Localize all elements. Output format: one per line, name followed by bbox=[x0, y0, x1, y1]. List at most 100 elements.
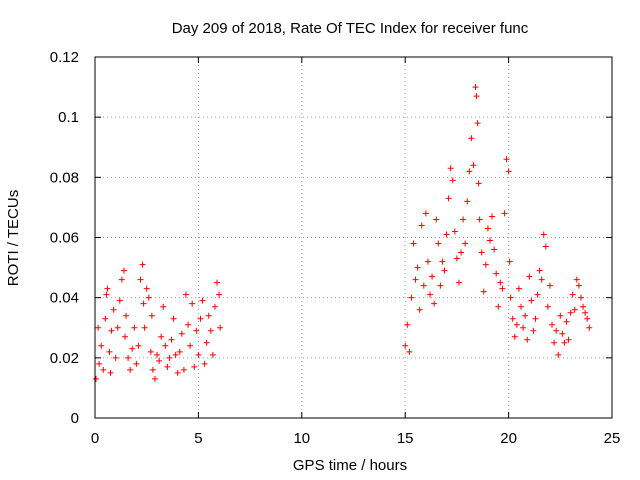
data-point-marker bbox=[503, 156, 510, 163]
y-tick-label: 0.02 bbox=[50, 350, 79, 367]
data-point-marker bbox=[139, 261, 146, 268]
data-point-marker bbox=[121, 333, 128, 340]
data-point-marker bbox=[185, 321, 192, 328]
data-point-marker bbox=[555, 351, 562, 358]
x-tick-label: 25 bbox=[604, 430, 621, 447]
data-point-marker bbox=[493, 270, 500, 277]
data-point-marker bbox=[162, 342, 169, 349]
y-tick-label: 0.08 bbox=[50, 169, 79, 186]
data-point-marker bbox=[482, 261, 489, 268]
x-tick-label: 15 bbox=[397, 430, 414, 447]
data-point-marker bbox=[203, 339, 210, 346]
data-point-marker bbox=[563, 318, 570, 325]
grid-lines bbox=[95, 57, 612, 418]
data-point-marker bbox=[95, 324, 102, 331]
data-point-marker bbox=[470, 162, 477, 169]
data-point-marker bbox=[506, 258, 513, 265]
data-point-marker bbox=[495, 303, 502, 310]
data-point-marker bbox=[133, 360, 140, 367]
data-point-marker bbox=[176, 348, 183, 355]
data-point-marker bbox=[137, 276, 144, 283]
data-point-marker bbox=[561, 339, 568, 346]
data-point-marker bbox=[437, 282, 444, 289]
data-point-marker bbox=[182, 291, 189, 298]
data-point-marker bbox=[441, 267, 448, 274]
data-point-marker bbox=[149, 366, 156, 373]
y-tick-label: 0.04 bbox=[50, 290, 79, 307]
data-point-marker bbox=[491, 246, 498, 253]
data-point-marker bbox=[538, 276, 545, 283]
data-point-marker bbox=[211, 303, 218, 310]
data-point-marker bbox=[410, 240, 417, 247]
data-point-marker bbox=[102, 315, 109, 322]
data-point-marker bbox=[480, 288, 487, 295]
data-point-marker bbox=[418, 222, 425, 229]
data-point-marker bbox=[131, 324, 138, 331]
data-point-marker bbox=[520, 324, 527, 331]
data-point-marker bbox=[499, 285, 506, 292]
data-point-marker bbox=[416, 306, 423, 313]
data-point-marker bbox=[473, 93, 480, 100]
data-point-marker bbox=[93, 375, 100, 382]
data-point-marker bbox=[424, 258, 431, 265]
data-point-marker bbox=[141, 324, 148, 331]
data-point-marker bbox=[582, 309, 589, 316]
data-point-marker bbox=[460, 216, 467, 223]
data-point-marker bbox=[546, 282, 553, 289]
x-tick-label: 20 bbox=[500, 430, 517, 447]
y-tick-labels: 0 0.02 0.04 0.06 0.08 0.1 0.12 bbox=[50, 49, 79, 427]
data-point-marker bbox=[129, 345, 136, 352]
data-point-marker bbox=[154, 351, 161, 358]
data-point-marker bbox=[540, 231, 547, 238]
data-point-marker bbox=[449, 177, 456, 184]
data-point-marker bbox=[127, 366, 134, 373]
data-point-marker bbox=[565, 336, 572, 343]
y-axis-title: ROTI / TECUs bbox=[5, 190, 22, 286]
data-point-marker bbox=[108, 327, 115, 334]
data-point-marker bbox=[439, 258, 446, 265]
data-point-marker bbox=[201, 360, 208, 367]
data-point-marker bbox=[197, 315, 204, 322]
data-points bbox=[93, 84, 593, 382]
data-point-marker bbox=[476, 216, 483, 223]
data-point-marker bbox=[125, 354, 132, 361]
data-point-marker bbox=[191, 363, 198, 370]
data-point-marker bbox=[509, 315, 516, 322]
data-point-marker bbox=[472, 84, 479, 91]
data-point-marker bbox=[112, 354, 119, 361]
data-point-marker bbox=[468, 135, 475, 142]
data-point-marker bbox=[507, 294, 514, 301]
data-point-marker bbox=[551, 339, 558, 346]
data-point-marker bbox=[532, 315, 539, 322]
data-point-marker bbox=[557, 312, 564, 319]
data-point-marker bbox=[172, 351, 179, 358]
data-point-marker bbox=[451, 228, 458, 235]
data-point-marker bbox=[170, 315, 177, 322]
data-point-marker bbox=[156, 357, 163, 364]
data-point-marker bbox=[98, 342, 105, 349]
data-point-marker bbox=[553, 327, 560, 334]
data-point-marker bbox=[187, 342, 194, 349]
data-point-marker bbox=[528, 297, 535, 304]
data-point-marker bbox=[174, 369, 181, 376]
data-point-marker bbox=[586, 324, 593, 331]
data-point-marker bbox=[474, 120, 481, 127]
x-tick-label: 0 bbox=[91, 430, 99, 447]
data-point-marker bbox=[429, 273, 436, 280]
data-point-marker bbox=[145, 294, 152, 301]
data-point-marker bbox=[178, 330, 185, 337]
data-point-marker bbox=[199, 297, 206, 304]
data-point-marker bbox=[549, 321, 556, 328]
data-point-marker bbox=[511, 333, 518, 340]
data-point-marker bbox=[445, 195, 452, 202]
data-point-marker bbox=[110, 306, 117, 313]
data-point-marker bbox=[193, 327, 200, 334]
data-point-marker bbox=[406, 348, 413, 355]
data-point-marker bbox=[536, 267, 543, 274]
data-point-marker bbox=[544, 303, 551, 310]
y-tick-label: 0.06 bbox=[50, 230, 79, 247]
data-point-marker bbox=[458, 249, 465, 256]
data-point-marker bbox=[453, 255, 460, 262]
data-point-marker bbox=[214, 279, 221, 286]
data-point-marker bbox=[542, 243, 549, 250]
